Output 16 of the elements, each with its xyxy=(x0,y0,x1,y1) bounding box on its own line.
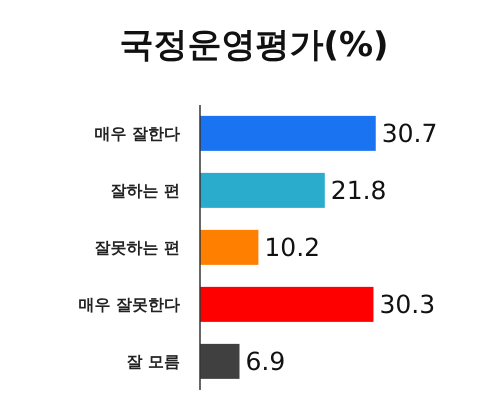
y-tick-label: 매우 잘한다 xyxy=(94,124,180,144)
y-tick-label: 잘 모름 xyxy=(126,352,180,372)
data-label: 30.3 xyxy=(379,290,436,320)
data-label: 21.8 xyxy=(330,176,386,206)
bar xyxy=(200,116,376,151)
chart-title: 국정운영평가(%) xyxy=(118,24,390,67)
bar xyxy=(200,286,374,322)
bar xyxy=(200,344,240,379)
y-tick-label: 매우 잘못한다 xyxy=(78,295,180,314)
bar xyxy=(200,172,325,208)
y-tick-label: 잘못하는 편 xyxy=(94,238,180,258)
y-tick-label: 잘하는 편 xyxy=(110,181,180,200)
bar xyxy=(200,230,258,265)
data-label: 30.7 xyxy=(382,119,438,148)
data-label: 6.9 xyxy=(246,347,286,376)
data-label: 10.2 xyxy=(264,233,320,262)
